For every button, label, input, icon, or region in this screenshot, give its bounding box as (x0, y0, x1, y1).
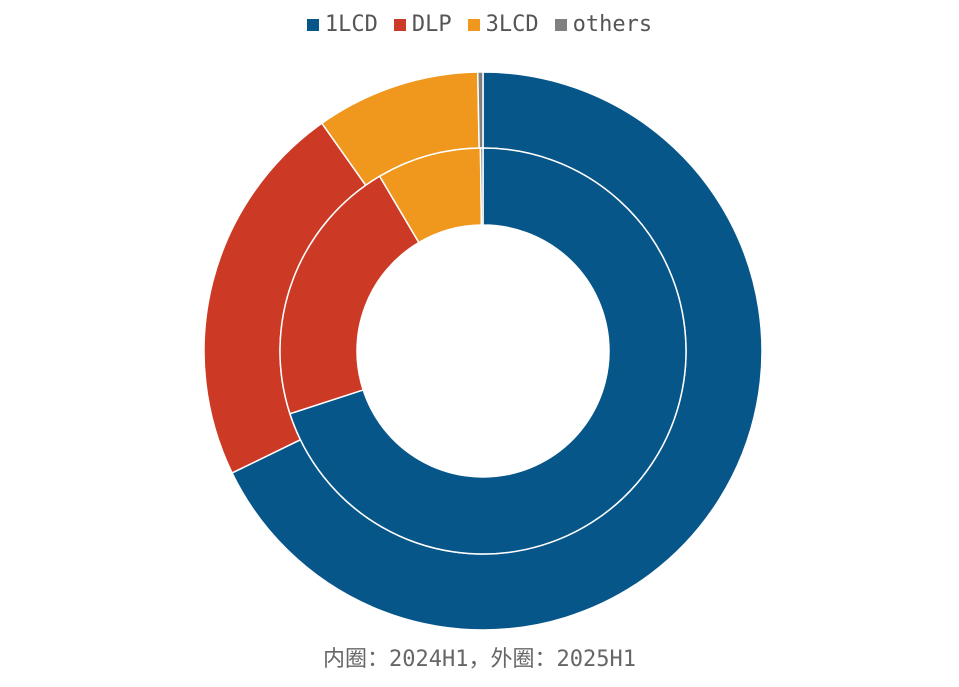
inner-slice-1lcd[interactable] (288, 147, 687, 555)
legend-swatch-3lcd (467, 18, 480, 31)
legend: 1LCD DLP 3LCD others (0, 12, 959, 37)
legend-item-dlp[interactable]: DLP (393, 12, 452, 37)
inner-slice-others[interactable] (479, 147, 484, 226)
legend-item-1lcd[interactable]: 1LCD (306, 12, 378, 37)
legend-item-3lcd[interactable]: 3LCD (467, 12, 539, 37)
legend-label-3lcd: 3LCD (485, 12, 539, 37)
legend-swatch-others (554, 18, 567, 31)
legend-swatch-1lcd (306, 18, 319, 31)
legend-label-others: others (572, 12, 653, 37)
legend-label-1lcd: 1LCD (324, 12, 378, 37)
outer-slice-others[interactable] (476, 71, 484, 149)
inner-ring (279, 147, 687, 555)
legend-swatch-dlp (393, 18, 406, 31)
legend-label-dlp: DLP (411, 12, 452, 37)
chart-caption: 内圈：2024H1，外圈：2025H1 (323, 647, 636, 672)
legend-item-others[interactable]: others (554, 12, 653, 37)
inner-slice-dlp[interactable] (279, 175, 420, 415)
